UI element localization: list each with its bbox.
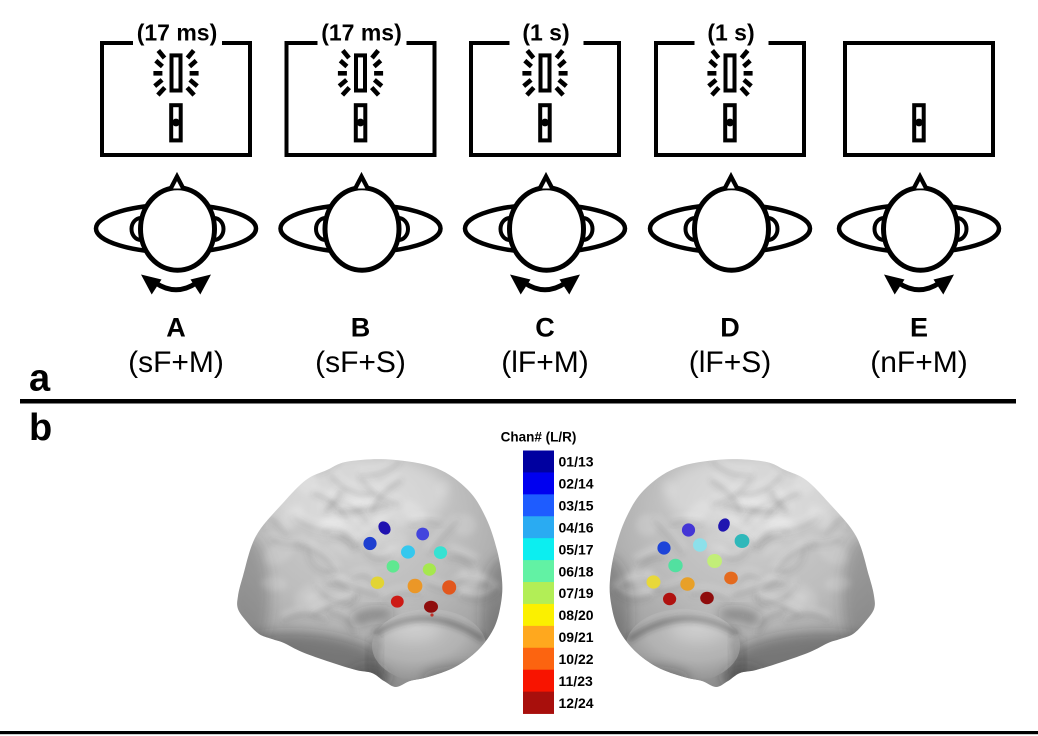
svg-text:(nF+M): (nF+M) (870, 346, 968, 379)
svg-text:11/23: 11/23 (559, 673, 593, 689)
svg-text:12/24: 12/24 (559, 695, 594, 711)
svg-text:(1 s): (1 s) (707, 20, 754, 46)
svg-text:B: B (351, 313, 371, 343)
svg-text:09/21: 09/21 (559, 629, 594, 645)
svg-text:(lF+M): (lF+M) (501, 346, 588, 379)
svg-text:(lF+S): (lF+S) (689, 346, 772, 379)
svg-text:D: D (720, 313, 740, 343)
svg-text:(17 ms): (17 ms) (321, 20, 402, 46)
svg-text:E: E (910, 313, 928, 343)
svg-text:08/20: 08/20 (559, 607, 594, 623)
svg-text:C: C (535, 313, 555, 343)
svg-text:04/16: 04/16 (559, 519, 594, 535)
svg-text:07/19: 07/19 (559, 585, 594, 601)
svg-text:06/18: 06/18 (559, 563, 594, 579)
svg-text:(sF+S): (sF+S) (315, 346, 406, 379)
svg-text:Chan# (L/R): Chan# (L/R) (501, 430, 577, 445)
svg-text:A: A (166, 313, 186, 343)
svg-text:10/22: 10/22 (559, 651, 594, 667)
svg-text:02/14: 02/14 (559, 476, 594, 492)
svg-text:03/15: 03/15 (559, 498, 594, 514)
svg-text:(sF+M): (sF+M) (128, 346, 224, 379)
svg-text:01/13: 01/13 (559, 454, 594, 470)
svg-text:(1 s): (1 s) (522, 20, 569, 46)
svg-text:b: b (29, 407, 52, 449)
svg-text:a: a (29, 358, 51, 400)
svg-text:05/17: 05/17 (559, 541, 594, 557)
svg-text:(17 ms): (17 ms) (137, 20, 218, 46)
